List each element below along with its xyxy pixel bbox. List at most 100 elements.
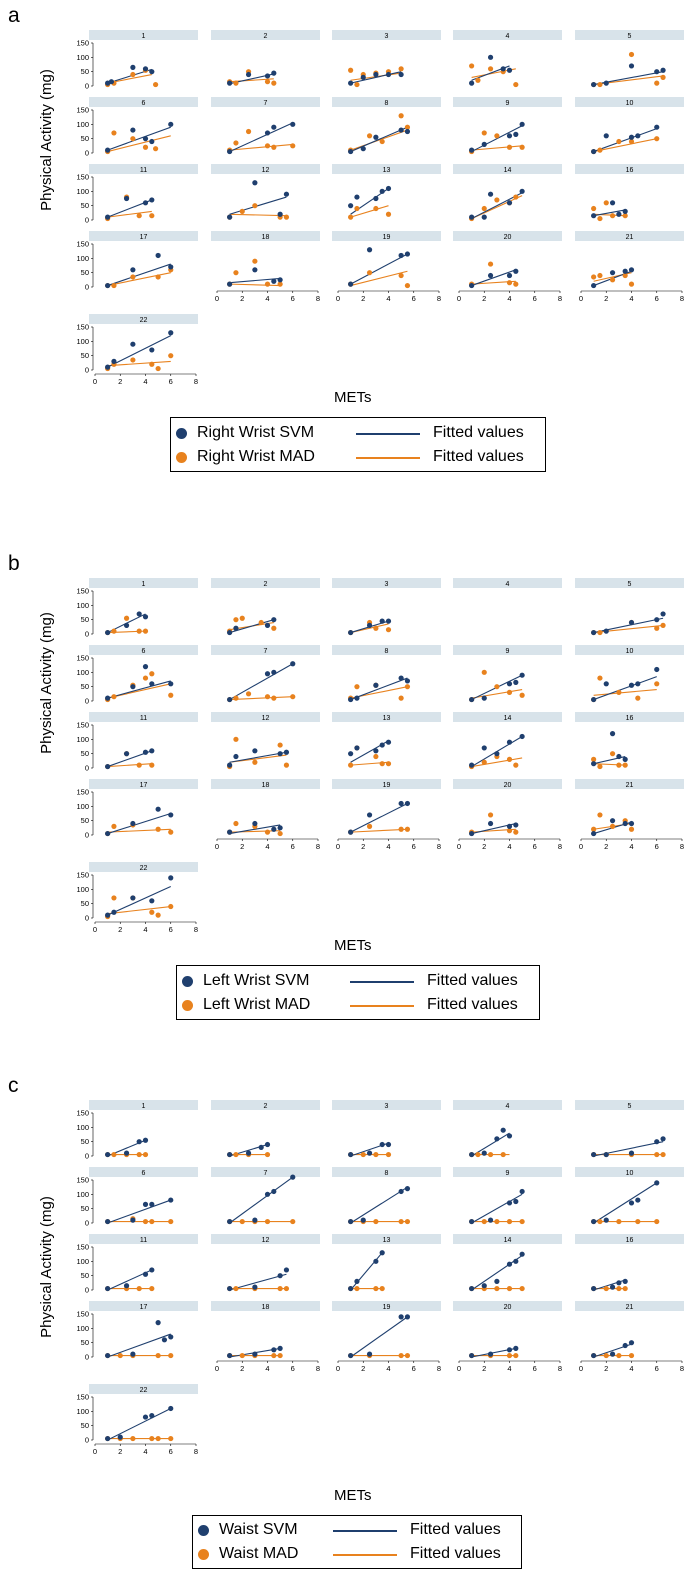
mad-point bbox=[398, 66, 404, 72]
panel-strip-label: 18 bbox=[262, 1304, 270, 1311]
mad-point bbox=[628, 1352, 635, 1359]
panel-6: 6 0 50 100 150 bbox=[76, 645, 198, 706]
mad-point bbox=[252, 203, 258, 209]
svm-point bbox=[622, 820, 628, 827]
y-tick-label: 150 bbox=[76, 173, 89, 182]
panel-strip-label: 10 bbox=[626, 100, 634, 107]
panel-14: 14 bbox=[453, 1234, 562, 1292]
svm-point bbox=[654, 69, 660, 75]
svm-point bbox=[487, 272, 494, 279]
mad-marker-icon bbox=[198, 1549, 209, 1560]
svm-point bbox=[494, 1278, 500, 1284]
svm-point bbox=[591, 696, 597, 703]
mad-point bbox=[398, 272, 404, 279]
mad-fitted-line bbox=[229, 143, 293, 151]
mad-point bbox=[513, 81, 519, 88]
panel-strip-label: 22 bbox=[140, 317, 148, 324]
legend-mad-label: Waist MAD bbox=[219, 1545, 299, 1562]
mad-point bbox=[354, 1285, 360, 1292]
y-tick-label: 100 bbox=[76, 1123, 89, 1132]
mad-point bbox=[111, 895, 117, 901]
y-tick-label: 0 bbox=[85, 1152, 89, 1161]
mad-point bbox=[130, 136, 136, 142]
panel-strip-label: 9 bbox=[506, 1170, 510, 1177]
mad-point bbox=[385, 627, 392, 633]
panel-strip bbox=[575, 231, 684, 241]
mad-point bbox=[475, 77, 481, 83]
panel-3: 3 bbox=[332, 30, 441, 88]
y-tick-label: 0 bbox=[85, 366, 89, 375]
y-tick-label: 0 bbox=[85, 764, 89, 773]
mad-point bbox=[366, 133, 373, 139]
x-tick-label: 6 bbox=[169, 377, 173, 386]
x-tick-label: 8 bbox=[558, 842, 562, 851]
panel-strip-label: 2 bbox=[264, 33, 268, 40]
mad-point bbox=[506, 1218, 513, 1225]
panel-strip-label: 5 bbox=[628, 581, 632, 588]
panel-strip bbox=[211, 231, 320, 241]
panel-strip-label: 3 bbox=[385, 1103, 389, 1110]
svm-point bbox=[603, 1151, 609, 1158]
svm-point bbox=[227, 696, 233, 703]
mad-point bbox=[622, 762, 628, 768]
mad-point bbox=[609, 213, 616, 219]
mad-point bbox=[597, 1218, 603, 1225]
mad-point bbox=[622, 1285, 628, 1292]
mad-point bbox=[591, 205, 597, 212]
panel-14: 14 bbox=[453, 164, 562, 222]
panel-strip-label: 9 bbox=[506, 648, 510, 655]
svm-point bbox=[354, 695, 360, 701]
legend-row-mad: Left Wrist MAD Fitted values bbox=[177, 995, 539, 1017]
svm-point bbox=[105, 1285, 111, 1292]
panel-strip bbox=[575, 1167, 684, 1177]
mad-point bbox=[379, 138, 385, 145]
panel-strip-label: 8 bbox=[385, 648, 389, 655]
mad-point bbox=[603, 1352, 609, 1359]
svm-point bbox=[373, 195, 379, 202]
mad-point bbox=[654, 1151, 660, 1158]
panel-strip bbox=[89, 578, 198, 588]
svm-point bbox=[379, 742, 385, 748]
panel-strip-label: 22 bbox=[140, 865, 148, 872]
x-tick-label: 8 bbox=[680, 1364, 684, 1373]
section-letter: b bbox=[8, 552, 20, 575]
panel-strip bbox=[453, 1100, 562, 1110]
mad-point bbox=[469, 63, 475, 69]
svm-point bbox=[227, 148, 233, 155]
panel-strip bbox=[211, 1301, 320, 1311]
panel-strip-label: 21 bbox=[626, 782, 634, 789]
figure-section-c: c Physical Activity (mg) 1 0 50 100 150 2 3 4 5 6… bbox=[0, 1075, 691, 1595]
y-tick-label: 100 bbox=[76, 1190, 89, 1199]
mad-point bbox=[597, 763, 603, 770]
svm-fitted-line bbox=[350, 802, 408, 833]
svm-point bbox=[506, 1200, 513, 1206]
svm-point bbox=[105, 763, 111, 770]
mad-point bbox=[635, 1218, 641, 1225]
panel-11: 11 0 50 100 150 bbox=[76, 712, 198, 773]
y-tick-label: 0 bbox=[85, 149, 89, 158]
x-tick-label: 4 bbox=[507, 1364, 511, 1373]
panel-strip-label: 16 bbox=[626, 167, 634, 174]
mad-point bbox=[233, 140, 239, 146]
panel-strip-label: 12 bbox=[262, 167, 270, 174]
svm-point bbox=[271, 669, 277, 675]
x-tick-label: 8 bbox=[194, 1447, 198, 1456]
mad-point bbox=[654, 80, 660, 86]
svm-point bbox=[603, 681, 609, 687]
legend-mad-label: Left Wrist MAD bbox=[203, 996, 311, 1013]
mad-point bbox=[153, 146, 159, 152]
mad-point bbox=[277, 742, 283, 748]
mad-point bbox=[348, 214, 354, 220]
panel-2: 2 bbox=[211, 30, 320, 86]
panel-6: 6 0 50 100 150 bbox=[76, 97, 198, 158]
svm-fitted-line bbox=[229, 663, 294, 701]
svm-point bbox=[469, 696, 475, 703]
mad-fitted-line bbox=[107, 905, 171, 915]
svm-point bbox=[506, 681, 513, 687]
x-tick-label: 8 bbox=[194, 925, 198, 934]
panel-strip bbox=[453, 578, 562, 588]
svm-marker-icon bbox=[176, 428, 187, 439]
svm-point bbox=[105, 1435, 111, 1442]
panel-strip-label: 1 bbox=[142, 1103, 146, 1110]
y-tick-label: 150 bbox=[76, 654, 89, 663]
